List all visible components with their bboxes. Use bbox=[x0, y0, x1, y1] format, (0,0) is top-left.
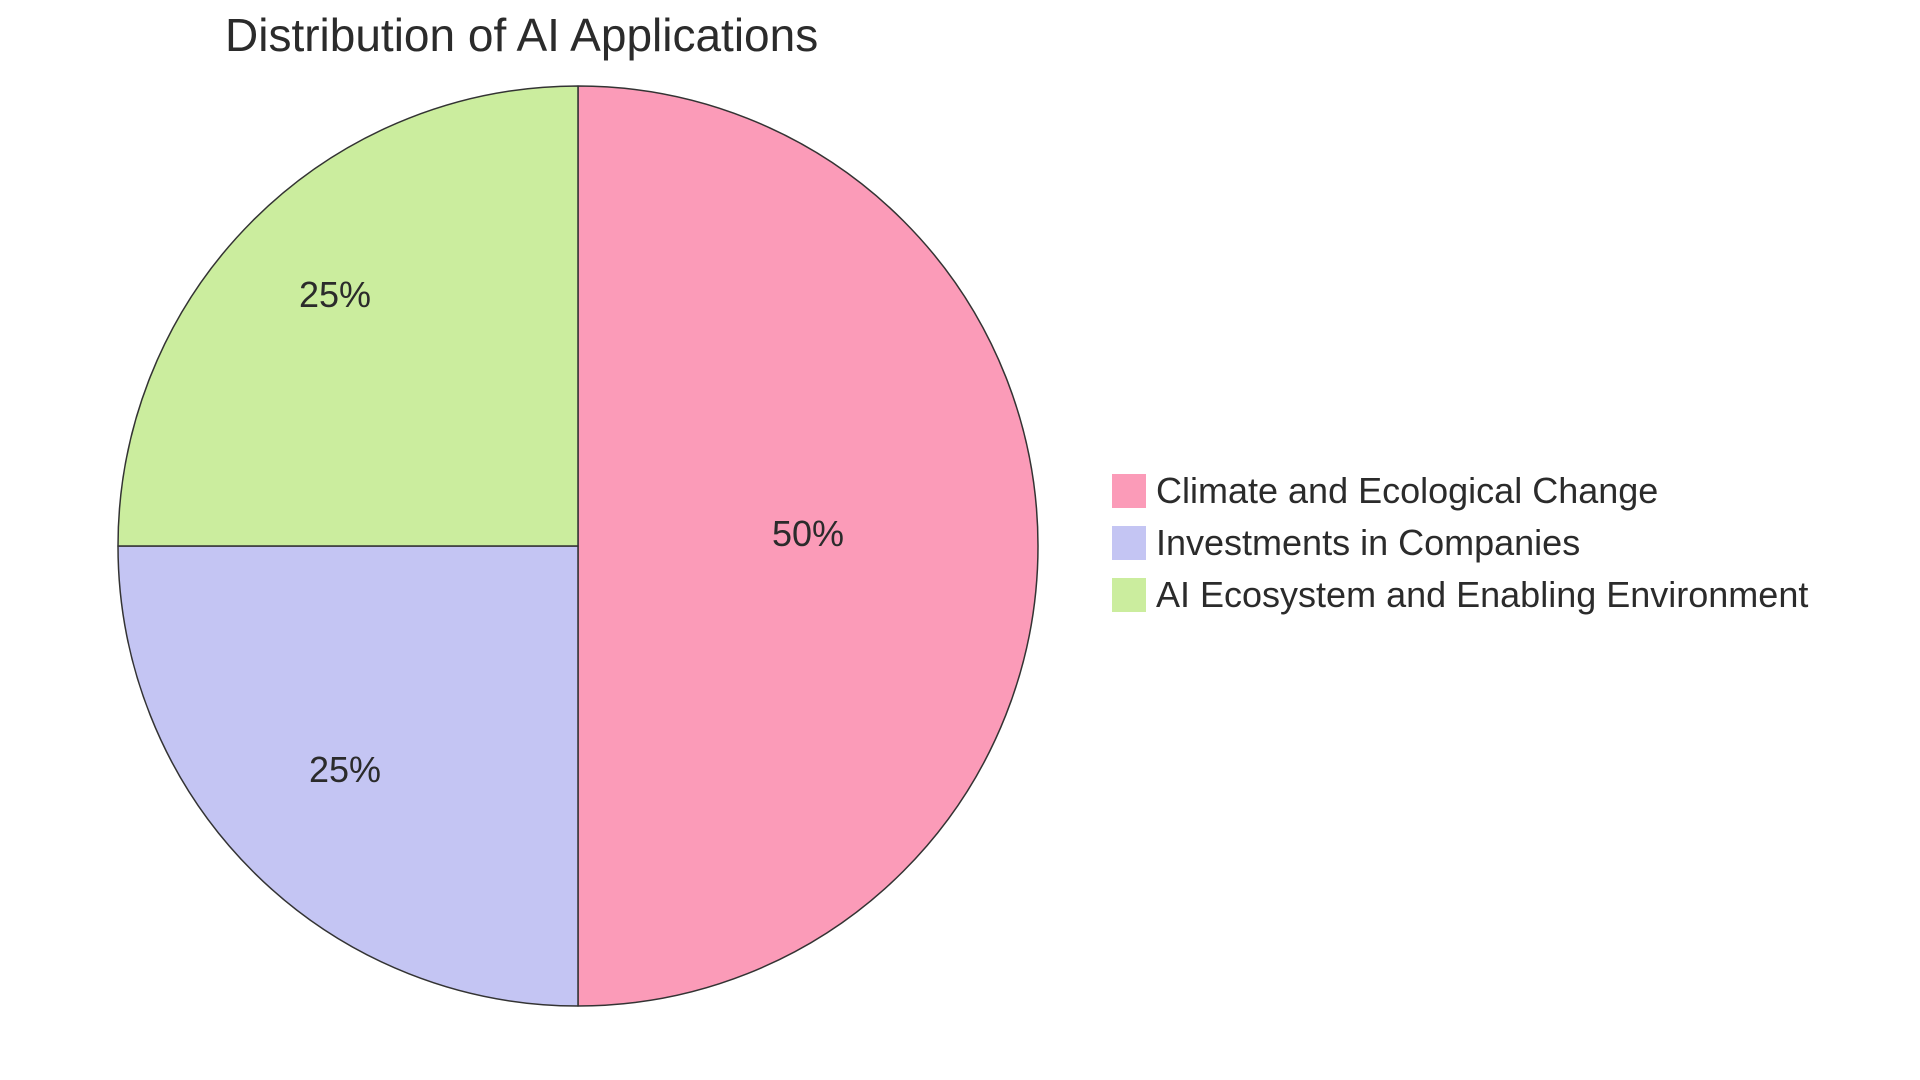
legend-label-1: Investments in Companies bbox=[1156, 522, 1580, 564]
pie-chart bbox=[116, 84, 1040, 1013]
chart-title: Distribution of AI Applications bbox=[225, 8, 818, 62]
pie-svg bbox=[116, 84, 1040, 1008]
legend-item-2: AI Ecosystem and Enabling Environment bbox=[1112, 569, 1808, 621]
legend-label-2: AI Ecosystem and Enabling Environment bbox=[1156, 574, 1808, 616]
legend-label-0: Climate and Ecological Change bbox=[1156, 470, 1658, 512]
slice-label-0: 50% bbox=[772, 513, 844, 555]
slice-label-1: 25% bbox=[309, 749, 381, 791]
legend: Climate and Ecological Change Investment… bbox=[1112, 465, 1808, 621]
legend-swatch-1 bbox=[1112, 526, 1146, 560]
chart-root: Distribution of AI Applications 50% 25% … bbox=[0, 0, 1920, 1080]
legend-item-1: Investments in Companies bbox=[1112, 517, 1808, 569]
legend-item-0: Climate and Ecological Change bbox=[1112, 465, 1808, 517]
pie-slice bbox=[118, 86, 578, 546]
legend-swatch-2 bbox=[1112, 578, 1146, 612]
legend-swatch-0 bbox=[1112, 474, 1146, 508]
slice-label-2: 25% bbox=[299, 274, 371, 316]
